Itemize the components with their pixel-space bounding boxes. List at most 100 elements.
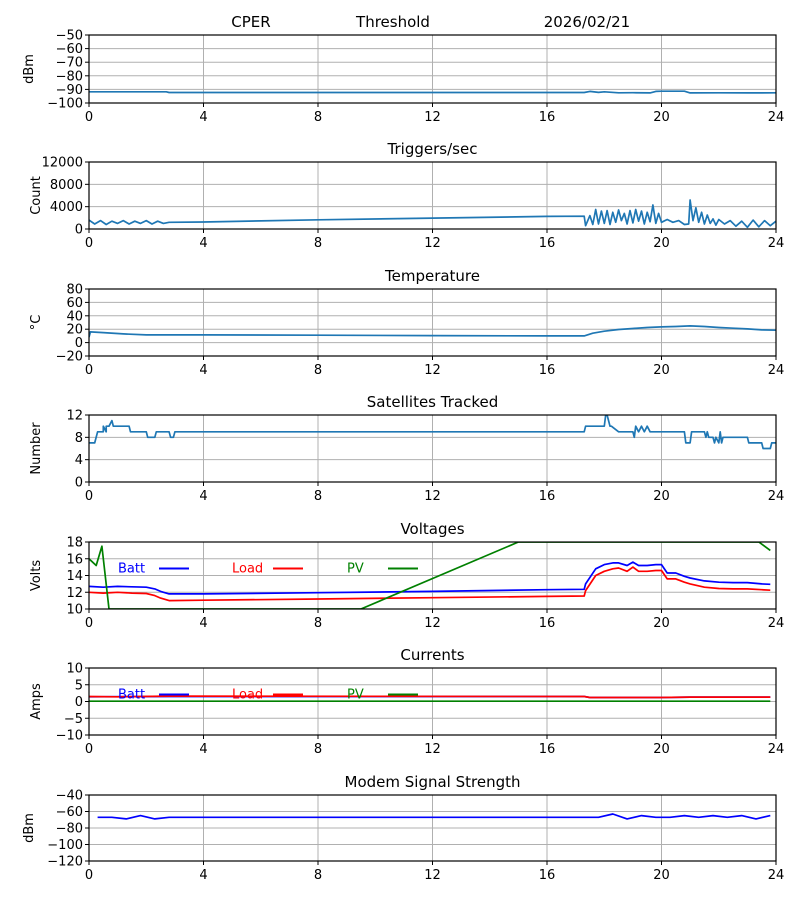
y-tick-label: 40 [66,309,83,324]
y-axis-label: Number [29,422,44,475]
chart-panel-currents: Batt Load PV0 4 8 12 16 20 24−10−50510AmpsCurren… [29,646,784,757]
y-tick-label: 0 [75,336,83,351]
series-line-temperature [89,325,776,338]
y-tick-label: −70 [56,56,83,71]
y-axis-label: °C [29,315,44,331]
x-tick-label: 12 [424,616,441,631]
legend-label-batt: Batt [118,561,145,576]
legend-label-load: Load [232,561,263,576]
x-tick-label: 0 [85,868,93,883]
x-tick-label: 8 [314,742,322,757]
x-tick-label: 20 [653,489,670,504]
x-tick-label: 4 [199,742,207,757]
series-line-pv [89,542,771,609]
x-tick-label: 24 [768,868,785,883]
x-tick-label: 0 [85,363,93,378]
x-tick-label: 4 [199,110,207,125]
header-station: CPER [231,13,270,31]
figure-header: CPER Threshold 2026/02/21 [231,13,630,31]
header-date: 2026/02/21 [544,13,630,31]
y-axis-label: Amps [29,683,44,720]
x-tick-label: 24 [768,742,785,757]
x-tick-label: 12 [424,489,441,504]
chart-title: Temperature [384,267,480,285]
x-tick-label: 4 [199,616,207,631]
y-tick-label: 0 [75,223,83,238]
x-tick-label: 16 [539,489,556,504]
x-tick-label: 0 [85,110,93,125]
y-axis-label: dBm [22,54,37,84]
x-tick-label: 16 [539,868,556,883]
y-tick-label: 18 [66,536,83,551]
y-tick-label: 4000 [50,200,83,215]
y-tick-label: −90 [56,83,83,98]
x-tick-label: 4 [199,868,207,883]
y-tick-label: −60 [56,42,83,57]
x-tick-label: 24 [768,236,785,251]
y-tick-label: 14 [66,569,83,584]
x-tick-label: 20 [653,110,670,125]
series-line-triggers [89,199,776,229]
x-tick-label: 24 [768,110,785,125]
x-tick-label: 20 [653,616,670,631]
x-tick-label: 12 [424,868,441,883]
legend-label-pv: PV [347,561,364,576]
legend-label-load: Load [232,687,263,702]
chart-title: Modem Signal Strength [345,773,521,791]
y-tick-label: 0 [75,695,83,710]
x-tick-label: 12 [424,110,441,125]
y-tick-label: −80 [56,69,83,84]
y-tick-label: 10 [66,662,83,677]
x-tick-label: 16 [539,110,556,125]
x-tick-label: 16 [539,236,556,251]
x-tick-label: 20 [653,868,670,883]
y-tick-label: −100 [47,838,83,853]
x-tick-label: 0 [85,236,93,251]
x-tick-label: 24 [768,363,785,378]
y-tick-label: 12000 [42,156,83,171]
y-tick-label: 4 [75,453,83,468]
x-tick-label: 4 [199,236,207,251]
x-tick-label: 8 [314,236,322,251]
x-tick-label: 0 [85,742,93,757]
y-tick-label: 5 [75,678,83,693]
x-tick-label: 20 [653,363,670,378]
x-tick-label: 16 [539,742,556,757]
y-tick-label: −50 [56,29,83,44]
chart-title: Satellites Tracked [367,393,498,411]
header-mode: Threshold [355,13,430,31]
y-tick-label: −100 [47,97,83,112]
y-axis-label: Volts [29,560,44,592]
x-tick-label: 8 [314,616,322,631]
series-line-load [89,566,771,602]
chart-title: Voltages [400,520,464,538]
y-tick-label: 0 [75,476,83,491]
y-tick-label: 8 [75,431,83,446]
chart-panel-voltages: Batt Load PV0 4 8 12 16 20 241012141618VoltsVolt… [29,520,784,631]
series-line-load [89,695,771,699]
y-tick-label: −5 [64,712,83,727]
y-axis-label: Count [29,176,44,215]
x-tick-label: 4 [199,363,207,378]
y-tick-label: −20 [56,350,83,365]
y-tick-label: −80 [56,822,83,837]
y-tick-label: 20 [66,323,83,338]
x-tick-label: 0 [85,616,93,631]
x-tick-label: 4 [199,489,207,504]
chart-panel-modem: 0 4 8 12 16 20 24 −120 −100−80 −60−40 dBm Modem Sig… [22,773,784,883]
chart-panel-rssi: 0 4 8 12 16 20 24 −100−90−80−70−60−50 dBm [22,29,784,126]
x-tick-label: 12 [424,236,441,251]
x-tick-label: 12 [424,742,441,757]
x-tick-label: 20 [653,742,670,757]
chart-title: Currents [400,646,464,664]
x-tick-label: 24 [768,616,785,631]
x-tick-label: 8 [314,363,322,378]
x-tick-label: 24 [768,489,785,504]
y-tick-label: 12 [66,586,83,601]
series-line-satellites [89,415,776,450]
x-tick-label: 8 [314,110,322,125]
series-line-rssi [89,90,776,94]
x-tick-label: 16 [539,363,556,378]
